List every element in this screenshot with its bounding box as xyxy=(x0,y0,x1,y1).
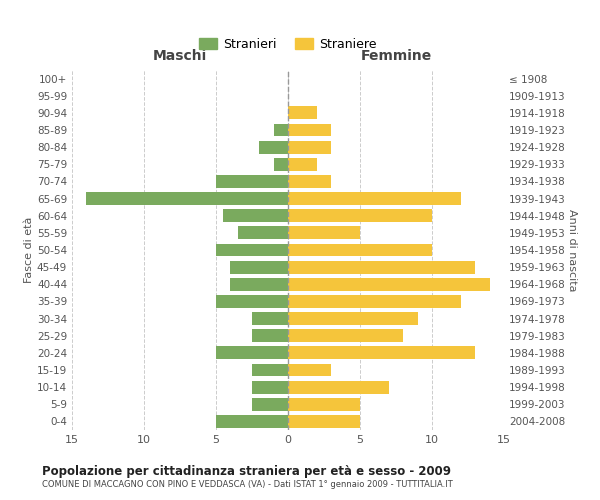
Bar xyxy=(288,175,331,188)
Bar xyxy=(288,312,418,325)
Bar xyxy=(274,124,288,136)
Bar xyxy=(274,158,288,170)
Bar xyxy=(230,278,288,290)
Bar xyxy=(216,295,288,308)
Text: COMUNE DI MACCAGNO CON PINO E VEDDASCA (VA) - Dati ISTAT 1° gennaio 2009 - TUTTI: COMUNE DI MACCAGNO CON PINO E VEDDASCA (… xyxy=(42,480,453,489)
Y-axis label: Fasce di età: Fasce di età xyxy=(24,217,34,283)
Bar xyxy=(288,364,331,376)
Bar xyxy=(252,312,288,325)
Text: Maschi: Maschi xyxy=(153,49,207,63)
Bar xyxy=(288,398,360,410)
Bar xyxy=(288,244,432,256)
Bar xyxy=(216,175,288,188)
Bar xyxy=(252,398,288,410)
Legend: Stranieri, Straniere: Stranieri, Straniere xyxy=(194,33,382,56)
Bar xyxy=(252,330,288,342)
Bar xyxy=(259,140,288,153)
Bar xyxy=(288,330,403,342)
Text: Popolazione per cittadinanza straniera per età e sesso - 2009: Popolazione per cittadinanza straniera p… xyxy=(42,465,451,478)
Bar xyxy=(86,192,288,205)
Bar xyxy=(216,415,288,428)
Bar xyxy=(288,380,389,394)
Bar xyxy=(288,106,317,120)
Bar xyxy=(216,244,288,256)
Bar xyxy=(288,278,490,290)
Bar xyxy=(288,192,461,205)
Bar xyxy=(288,140,331,153)
Bar xyxy=(288,295,461,308)
Bar xyxy=(288,124,331,136)
Bar xyxy=(223,210,288,222)
Bar xyxy=(230,260,288,274)
Bar xyxy=(216,346,288,360)
Bar xyxy=(288,158,317,170)
Bar xyxy=(288,260,475,274)
Bar xyxy=(288,226,360,239)
Text: Femmine: Femmine xyxy=(361,49,431,63)
Bar xyxy=(252,364,288,376)
Bar xyxy=(252,380,288,394)
Bar xyxy=(288,415,360,428)
Bar xyxy=(288,210,432,222)
Bar xyxy=(288,346,475,360)
Bar xyxy=(238,226,288,239)
Y-axis label: Anni di nascita: Anni di nascita xyxy=(567,209,577,291)
